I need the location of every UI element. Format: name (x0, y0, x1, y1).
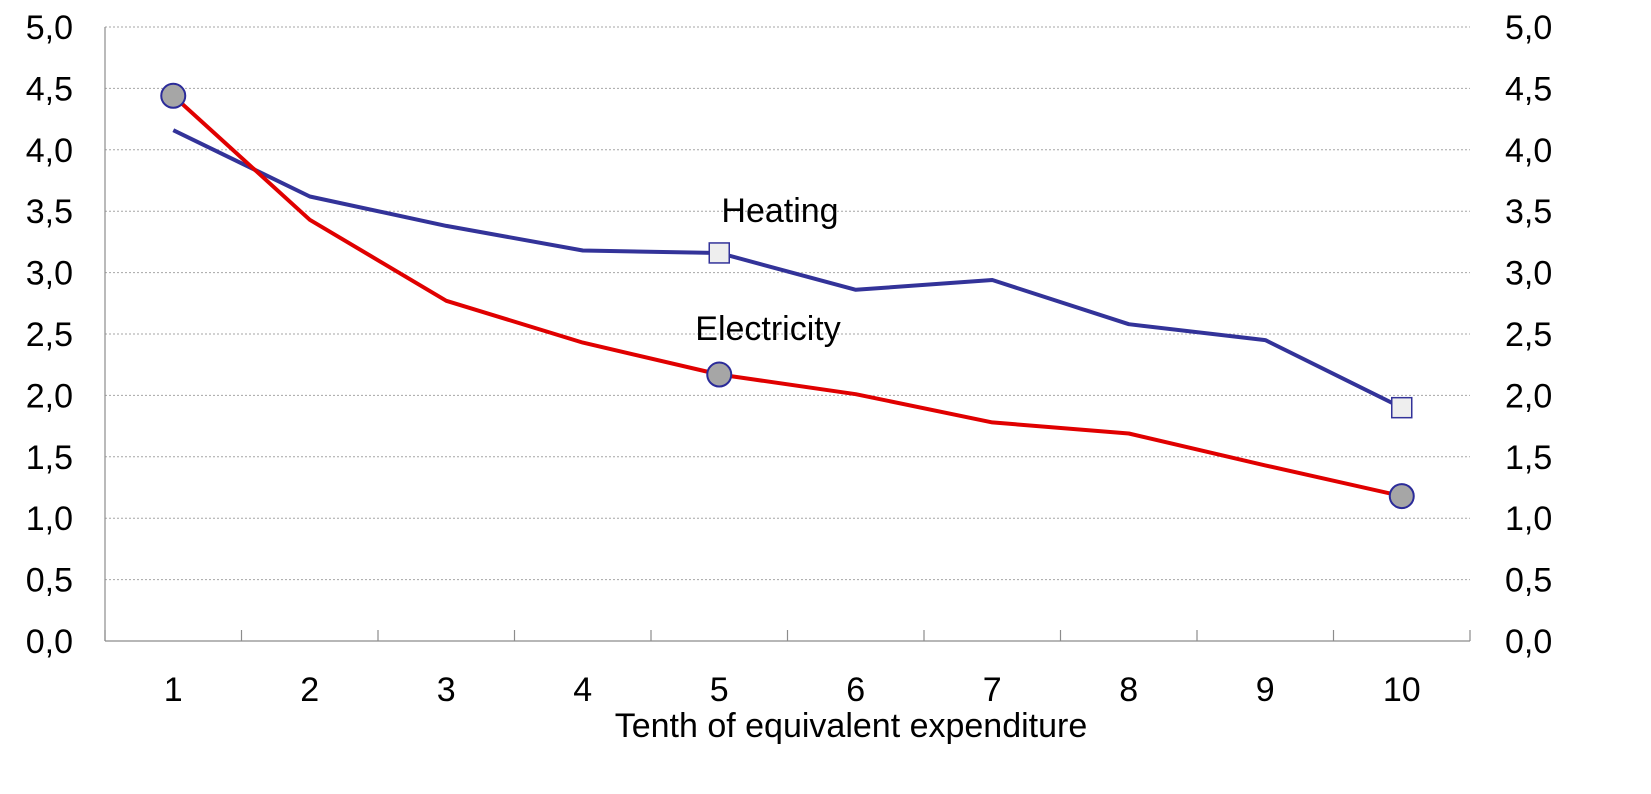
y-tick-label-right: 0,0 (1505, 623, 1552, 661)
x-tick-label: 10 (1383, 671, 1421, 709)
y-tick-label-left: 0,5 (26, 562, 73, 600)
y-tick-label-right: 4,0 (1505, 132, 1552, 170)
x-tick-label: 1 (164, 671, 183, 709)
x-tick-labels: 1 2 3 4 5 6 7 8 9 10 (164, 671, 1421, 709)
y-tick-label-left: 3,0 (26, 255, 73, 293)
x-axis-title: Tenth of equivalent expenditure (615, 707, 1088, 745)
y-tick-label-left: 0,0 (26, 623, 73, 661)
left-y-tick-labels: 0,0 0,5 1,0 1,5 2,0 2,5 3,0 3,5 4,0 4,5 5,0 (26, 9, 73, 661)
y-tick-label-right: 0,5 (1505, 562, 1552, 600)
y-tick-label-right: 2,0 (1505, 377, 1552, 415)
series-label-electricity: Electricity (695, 310, 840, 348)
y-tick-label-left: 2,5 (26, 316, 73, 354)
x-tick-label: 7 (983, 671, 1002, 709)
y-tick-label-right: 4,5 (1505, 70, 1552, 108)
gridlines (105, 26, 1470, 581)
x-tick-label: 6 (846, 671, 865, 709)
right-y-tick-labels: 0,0 0,5 1,0 1,5 2,0 2,5 3,0 3,5 4,0 4,5 5,0 (1505, 9, 1552, 661)
axes (104, 27, 1471, 642)
electricity-marker (706, 361, 733, 388)
electricity-marker (160, 82, 187, 109)
y-tick-label-right: 5,0 (1505, 9, 1552, 47)
y-tick-label-left: 1,5 (26, 439, 73, 477)
heating-marker (708, 242, 730, 264)
series-markers (160, 82, 1415, 510)
electricity-marker (1388, 483, 1415, 510)
y-tick-label-right: 3,0 (1505, 255, 1552, 293)
x-tick-label: 8 (1119, 671, 1138, 709)
series-label-heating: Heating (721, 192, 838, 230)
x-tick-label: 9 (1256, 671, 1275, 709)
y-tick-label-left: 4,0 (26, 132, 73, 170)
y-tick-label-left: 3,5 (26, 193, 73, 231)
y-tick-label-left: 1,0 (26, 500, 73, 538)
y-tick-label-right: 3,5 (1505, 193, 1552, 231)
y-tick-label-right: 1,0 (1505, 500, 1552, 538)
y-tick-label-left: 2,0 (26, 377, 73, 415)
x-tick-label: 4 (573, 671, 592, 709)
x-tick-label: 5 (710, 671, 729, 709)
x-tick-label: 2 (300, 671, 319, 709)
heating-marker (1391, 396, 1413, 419)
y-tick-label-left: 5,0 (26, 9, 73, 47)
series-line-heating (172, 128, 1403, 410)
x-tick-label: 3 (437, 671, 456, 709)
y-tick-label-right: 1,5 (1505, 439, 1552, 477)
series-line-electricity (171, 94, 1403, 499)
series-lines (171, 94, 1403, 499)
y-tick-label-right: 2,5 (1505, 316, 1552, 354)
y-tick-label-left: 4,5 (26, 70, 73, 108)
